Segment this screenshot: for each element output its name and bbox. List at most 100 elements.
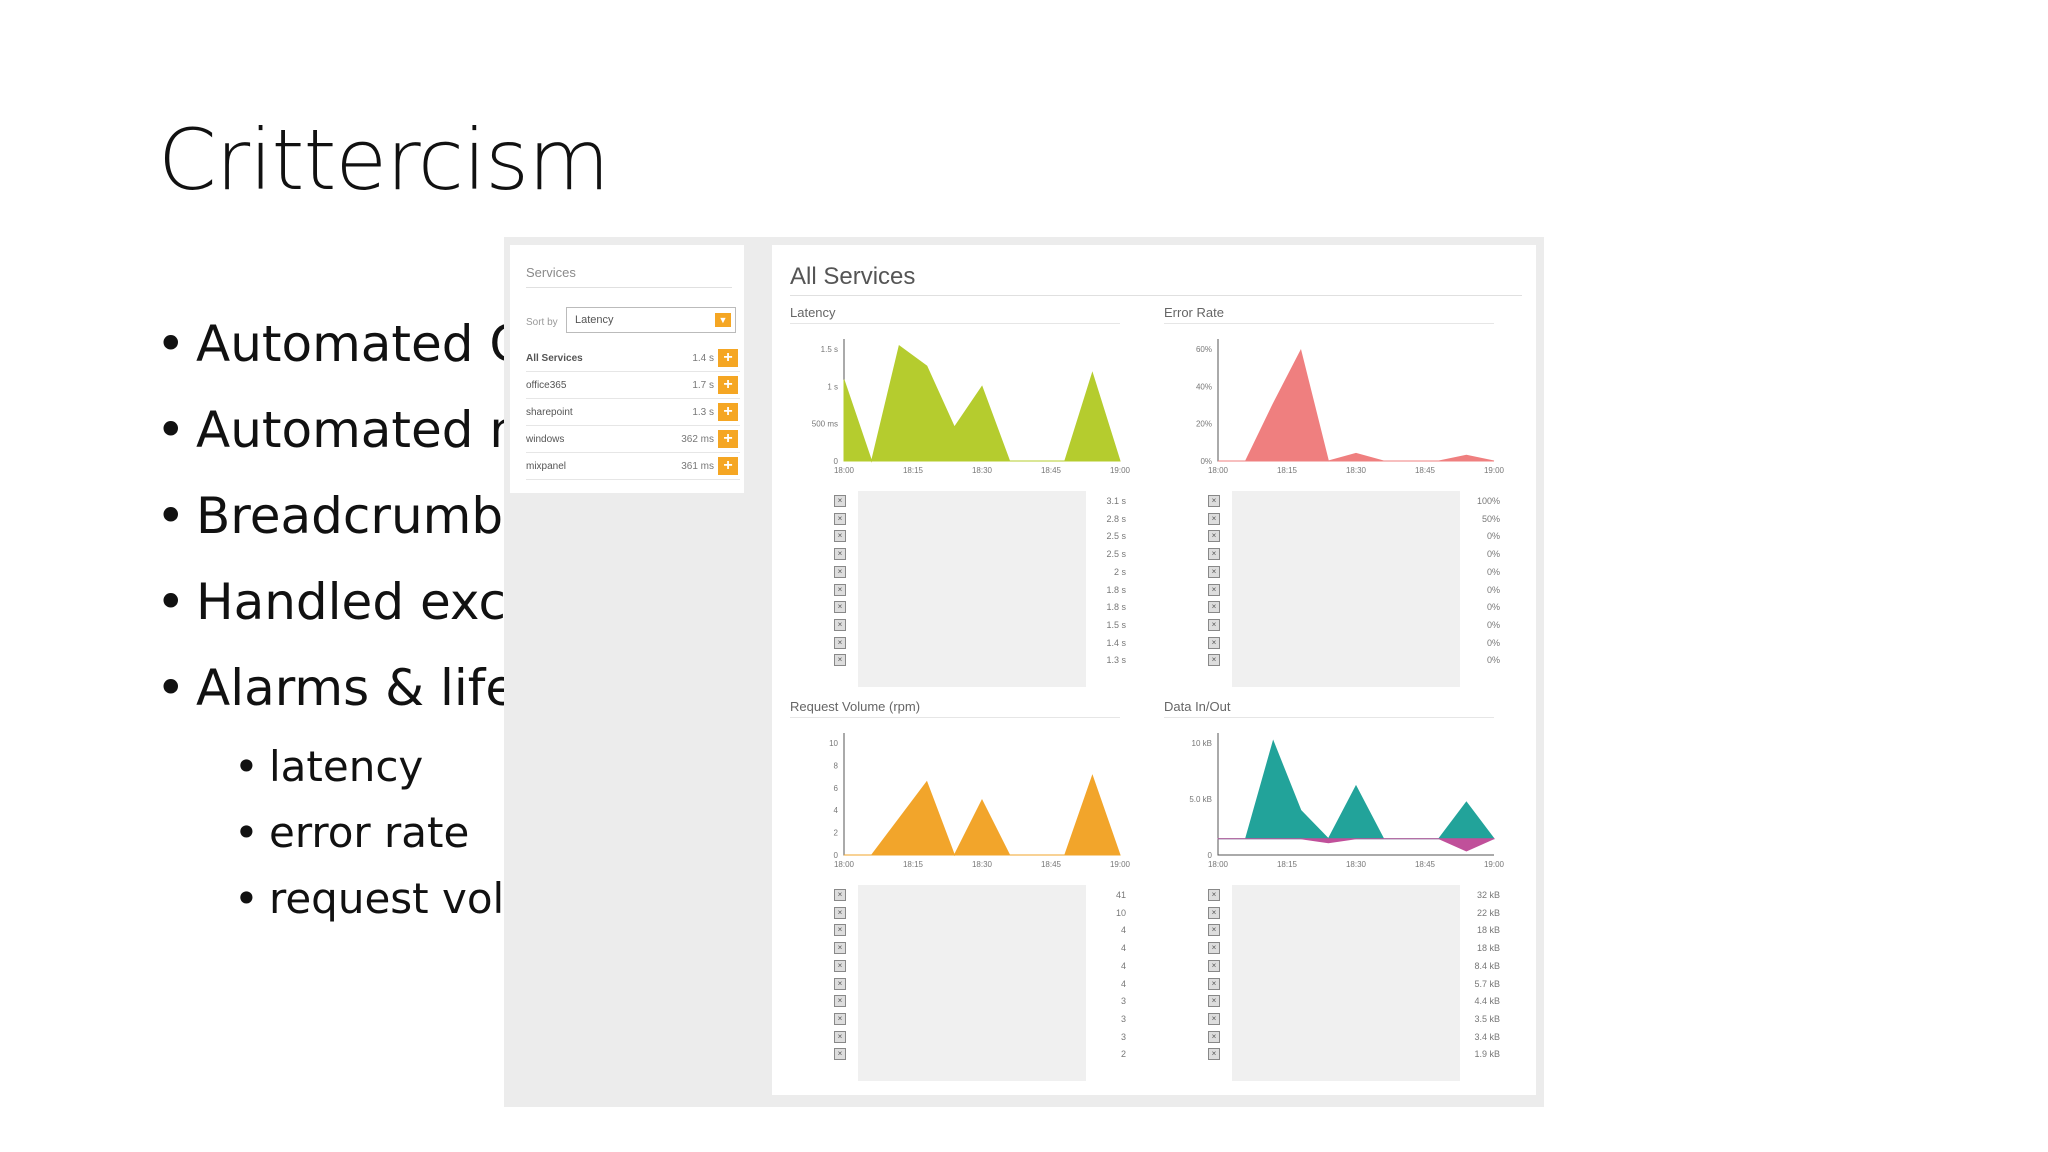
bullet-text: Alarms & life — [196, 659, 516, 717]
add-icon[interactable]: + — [718, 376, 738, 394]
service-name: All Services — [526, 353, 583, 364]
chart-title: Request Volume (rpm) — [790, 699, 921, 714]
series-checkbox[interactable]: × — [1208, 583, 1220, 596]
services-heading: Services — [526, 265, 576, 280]
x-tick-label: 18:00 — [1208, 466, 1229, 475]
series-value: 4 — [1120, 978, 1126, 989]
series-checkbox[interactable]: × — [834, 583, 846, 596]
x-tick-label: 18:15 — [1277, 466, 1298, 475]
series-value: 4 — [1120, 960, 1126, 971]
x-tick-label: 19:00 — [1110, 466, 1130, 475]
series-checkbox[interactable]: × — [834, 601, 846, 614]
service-value: 1.4 s — [692, 353, 714, 364]
series-checkbox[interactable]: × — [834, 995, 846, 1008]
service-row[interactable]: windows 362 ms + — [526, 426, 740, 453]
divider — [1164, 323, 1494, 324]
x-tick-label: 19:00 — [1484, 860, 1504, 869]
add-icon[interactable]: + — [718, 457, 738, 475]
service-row[interactable]: mixpanel 361 ms + — [526, 453, 740, 480]
sub-bullet-item: • latency — [234, 742, 424, 791]
series-value: 0% — [1486, 602, 1500, 613]
x-tick-label: 18:30 — [972, 860, 993, 869]
y-tick-label: 60% — [1196, 345, 1212, 354]
series-checkbox[interactable]: × — [1208, 548, 1220, 561]
series-checkbox[interactable]: × — [834, 924, 846, 937]
add-icon[interactable]: + — [718, 349, 738, 367]
series-value: 0% — [1486, 549, 1500, 560]
service-row[interactable]: office365 1.7 s + — [526, 372, 740, 399]
x-tick-label: 18:15 — [1277, 860, 1298, 869]
series-checkbox[interactable]: × — [834, 977, 846, 990]
bullet-text: Breadcrumbs — [196, 487, 516, 545]
series-checkbox[interactable]: × — [834, 548, 846, 561]
series-checkbox[interactable]: × — [834, 654, 846, 667]
chevron-down-icon[interactable]: ▼ — [715, 313, 731, 327]
x-tick-label: 19:00 — [1484, 466, 1504, 475]
series-value: 2 s — [1113, 566, 1126, 577]
series-checkbox[interactable]: × — [834, 1012, 846, 1025]
series-list-box — [858, 885, 1086, 1081]
divider — [526, 287, 732, 288]
bullet-text: Automated C — [196, 315, 516, 373]
sort-by-select[interactable]: Latency ▼ — [566, 307, 736, 333]
series-value: 0% — [1486, 655, 1500, 666]
series-checkbox[interactable]: × — [1208, 512, 1220, 525]
series-checkbox[interactable]: × — [834, 1048, 846, 1061]
series-checkbox[interactable]: × — [1208, 1030, 1220, 1043]
series-value: 1.5 s — [1106, 619, 1126, 630]
series-checkbox[interactable]: × — [1208, 495, 1220, 507]
series-value: 2 — [1120, 1049, 1126, 1060]
service-row[interactable]: sharepoint 1.3 s + — [526, 399, 740, 426]
series-checkbox[interactable]: × — [1208, 530, 1220, 543]
series-checkbox[interactable]: × — [834, 889, 846, 901]
add-icon[interactable]: + — [718, 403, 738, 421]
series-checkbox[interactable]: × — [1208, 565, 1220, 578]
series-checkbox[interactable]: × — [834, 495, 846, 507]
series-checkbox[interactable]: × — [1208, 995, 1220, 1008]
series-checkbox[interactable]: × — [1208, 1012, 1220, 1025]
series-checkbox[interactable]: × — [834, 530, 846, 543]
series-value: 2.8 s — [1106, 513, 1126, 524]
series-checkbox[interactable]: × — [834, 636, 846, 649]
series-checkbox[interactable]: × — [1208, 601, 1220, 614]
bullet-text: Handled exce — [196, 573, 516, 631]
x-tick-label: 18:45 — [1041, 466, 1062, 475]
divider — [790, 295, 1522, 296]
series-checkbox[interactable]: × — [834, 618, 846, 631]
services-panel: Services Sort by Latency ▼ All Services 1… — [510, 245, 744, 493]
add-icon[interactable]: + — [718, 430, 738, 448]
service-name: office365 — [526, 380, 567, 391]
series-checkbox[interactable]: × — [1208, 636, 1220, 649]
service-value: 1.7 s — [692, 380, 714, 391]
y-tick-label: 5.0 kB — [1189, 795, 1212, 804]
x-tick-label: 18:00 — [834, 860, 855, 869]
series-checkbox[interactable]: × — [1208, 942, 1220, 955]
all-services-panel: All Services Latency 0 500 ms 1 s 1.5 s 18:00… — [772, 245, 1536, 1095]
series-checkbox[interactable]: × — [1208, 889, 1220, 901]
series-checkbox[interactable]: × — [1208, 924, 1220, 937]
series-checkbox[interactable]: × — [1208, 977, 1220, 990]
series-value: 3 — [1120, 1013, 1126, 1024]
series-checkbox[interactable]: × — [1208, 1048, 1220, 1061]
bullet-item: • Automated n — [156, 398, 516, 484]
series-checkbox[interactable]: × — [834, 565, 846, 578]
series-checkbox[interactable]: × — [834, 942, 846, 955]
series-value: 0% — [1486, 566, 1500, 577]
series-checkbox[interactable]: × — [1208, 654, 1220, 667]
area-chart: 0 2 4 6 8 10 18:00 18:15 18:30 18:45 19:00 — [829, 733, 1130, 869]
series-list-box — [1232, 885, 1460, 1081]
x-tick-label: 18:15 — [903, 466, 924, 475]
series-checkbox[interactable]: × — [834, 1030, 846, 1043]
service-row[interactable]: All Services 1.4 s + — [526, 345, 740, 372]
series-checkbox[interactable]: × — [1208, 618, 1220, 631]
series-checkbox[interactable]: × — [834, 959, 846, 972]
series-checkbox[interactable]: × — [834, 906, 846, 919]
bullet-item: • Alarms & life — [156, 659, 516, 717]
series-value: 0% — [1486, 531, 1500, 542]
series-checkbox[interactable]: × — [1208, 906, 1220, 919]
series-value: 10 — [1115, 907, 1126, 918]
x-tick-label: 19:00 — [1110, 860, 1130, 869]
bullet-item: • Breadcrumbs — [156, 484, 516, 570]
series-checkbox[interactable]: × — [1208, 959, 1220, 972]
series-checkbox[interactable]: × — [834, 512, 846, 525]
